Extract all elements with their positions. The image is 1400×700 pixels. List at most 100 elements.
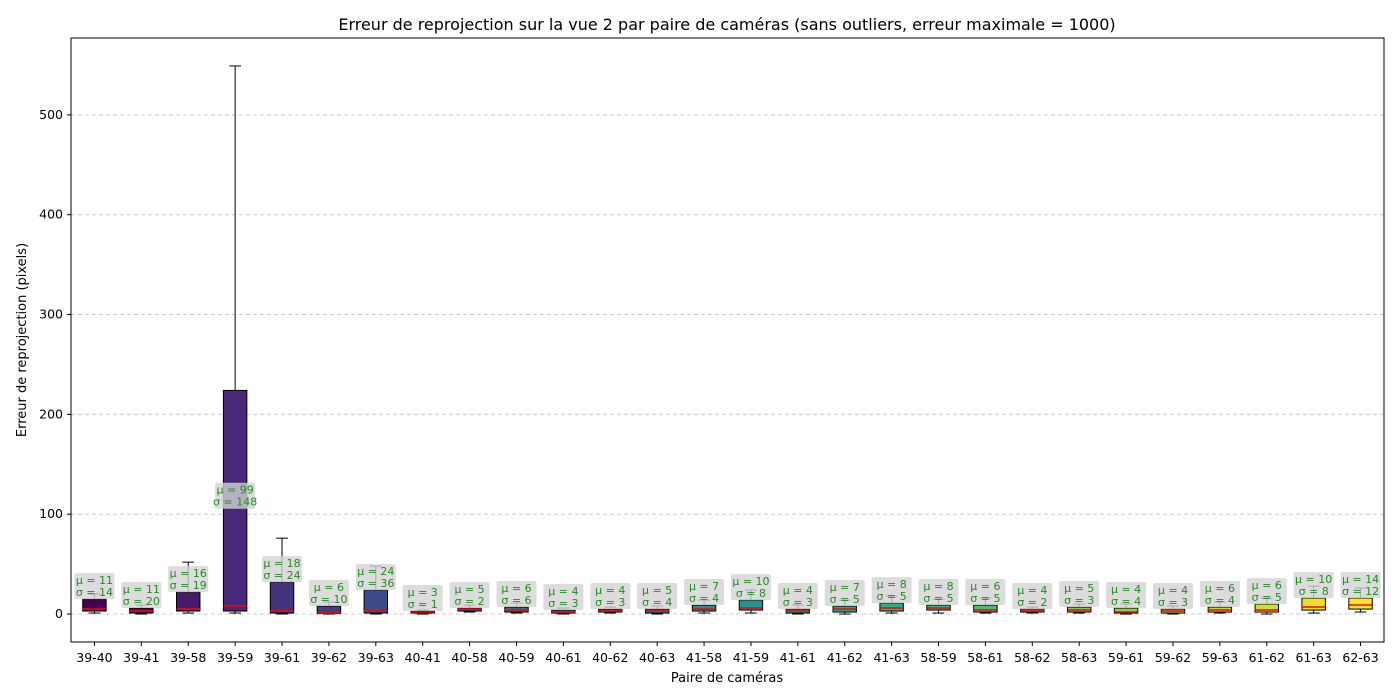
x-tick-label: 39-63	[358, 650, 394, 665]
std-annotation: σ = 5	[1252, 591, 1282, 604]
x-tick-label: 59-61	[1108, 650, 1144, 665]
annotation-bg	[1199, 581, 1240, 608]
plot-area-frame	[70, 37, 1385, 643]
x-tick-label: 39-58	[170, 650, 206, 665]
x-tick-label: 41-59	[733, 650, 769, 665]
mean-annotation: μ = 99	[217, 484, 254, 497]
mean-annotation: μ = 10	[1295, 573, 1332, 586]
std-annotation: σ = 5	[970, 592, 1000, 605]
mean-annotation: μ = 5	[642, 584, 672, 597]
annotation-bg	[74, 573, 115, 600]
mean-annotation: μ = 6	[1205, 582, 1235, 595]
x-tick-label: 40-61	[545, 650, 581, 665]
mean-annotation: μ = 6	[970, 580, 1000, 593]
std-annotation: σ = 8	[1299, 585, 1329, 598]
annotation-bg	[262, 556, 303, 583]
x-tick-label: 61-62	[1249, 650, 1285, 665]
std-annotation: σ = 3	[783, 596, 813, 609]
x-tick-label: 58-62	[1014, 650, 1050, 665]
y-tick-label: 300	[39, 307, 63, 322]
annotation-bg	[121, 582, 162, 609]
box	[1348, 597, 1373, 610]
annotation-bg	[1293, 572, 1334, 599]
annotation-bg	[355, 564, 396, 591]
std-annotation: σ = 3	[595, 596, 625, 609]
std-annotation: σ = 10	[310, 593, 347, 606]
std-annotation: σ = 2	[1017, 596, 1047, 609]
x-tick-label: 39-59	[217, 650, 253, 665]
x-tick-label: 59-62	[1155, 650, 1191, 665]
std-annotation: σ = 4	[1111, 595, 1141, 608]
std-annotation: σ = 36	[357, 577, 394, 590]
x-tick-label: 39-41	[123, 650, 159, 665]
annotation-bg	[215, 482, 256, 509]
std-annotation: σ = 6	[501, 594, 531, 607]
mean-annotation: μ = 8	[877, 578, 907, 591]
y-tick-label: 400	[39, 207, 63, 222]
mean-annotation: μ = 6	[314, 581, 344, 594]
mean-annotation: μ = 14	[1342, 573, 1379, 586]
box	[269, 581, 295, 614]
x-tick-label: 58-59	[920, 650, 956, 665]
mean-annotation: μ = 7	[830, 581, 860, 594]
x-tick-label: 41-61	[780, 650, 816, 665]
mean-annotation: μ = 10	[732, 575, 769, 588]
box	[973, 604, 998, 613]
annotation-bg	[1106, 582, 1147, 609]
x-tick-label: 58-61	[967, 650, 1003, 665]
mean-annotation: μ = 3	[408, 586, 438, 599]
std-annotation: σ = 4	[1205, 594, 1235, 607]
y-tick-label: 100	[39, 506, 63, 521]
annotation-bg	[1340, 572, 1381, 599]
x-tick-label: 61-63	[1295, 650, 1331, 665]
mean-annotation: μ = 18	[263, 557, 300, 570]
x-tick-label: 59-63	[1202, 650, 1238, 665]
y-tick-label: 0	[55, 606, 63, 621]
x-tick-label: 40-62	[592, 650, 628, 665]
mean-annotation: μ = 4	[1017, 584, 1047, 597]
mean-annotation: μ = 6	[1252, 579, 1282, 592]
mean-annotation: μ = 16	[170, 567, 207, 580]
box	[176, 591, 201, 612]
annotation-bg	[965, 579, 1006, 606]
box	[691, 604, 717, 612]
std-annotation: σ = 14	[76, 586, 113, 599]
gridlines	[71, 114, 1384, 615]
mean-annotation: μ = 4	[548, 585, 578, 598]
std-annotation: σ = 19	[170, 579, 207, 592]
mean-annotation: μ = 8	[923, 580, 953, 593]
std-annotation: σ = 8	[736, 587, 766, 600]
x-tick-label: 40-58	[451, 650, 487, 665]
mean-annotation: μ = 11	[123, 583, 160, 596]
std-annotation: σ = 24	[263, 569, 300, 582]
box	[363, 589, 389, 614]
mean-annotation: μ = 5	[1064, 582, 1094, 595]
annotation-bg	[308, 580, 349, 607]
x-tick-label: 58-63	[1061, 650, 1097, 665]
x-tick-label: 40-59	[498, 650, 534, 665]
box	[1254, 603, 1279, 613]
std-annotation: σ = 12	[1342, 585, 1379, 598]
mean-annotation: μ = 4	[595, 584, 625, 597]
y-tick-label: 200	[39, 406, 63, 421]
annotation-bg	[777, 583, 818, 610]
std-annotation: σ = 3	[1064, 594, 1094, 607]
std-annotation: σ = 5	[830, 593, 860, 606]
x-tick-label: 41-58	[686, 650, 722, 665]
mean-annotation: μ = 5	[454, 583, 484, 596]
std-annotation: σ = 4	[689, 592, 719, 605]
y-axis: 0 100 200 300 400 500	[39, 107, 71, 621]
annotation-bg	[402, 585, 443, 612]
annotation-bg	[496, 581, 537, 608]
mean-annotation: μ = 4	[1158, 584, 1188, 597]
std-annotation: σ = 3	[1158, 596, 1188, 609]
annotation-bg	[1059, 581, 1100, 608]
mean-annotation: μ = 4	[783, 584, 813, 597]
mean-annotation: μ = 6	[501, 582, 531, 595]
std-annotation: σ = 5	[923, 592, 953, 605]
x-tick-label: 41-62	[827, 650, 863, 665]
std-annotation: σ = 4	[642, 596, 672, 609]
box-series	[82, 65, 1373, 615]
std-annotation: σ = 148	[213, 496, 257, 509]
